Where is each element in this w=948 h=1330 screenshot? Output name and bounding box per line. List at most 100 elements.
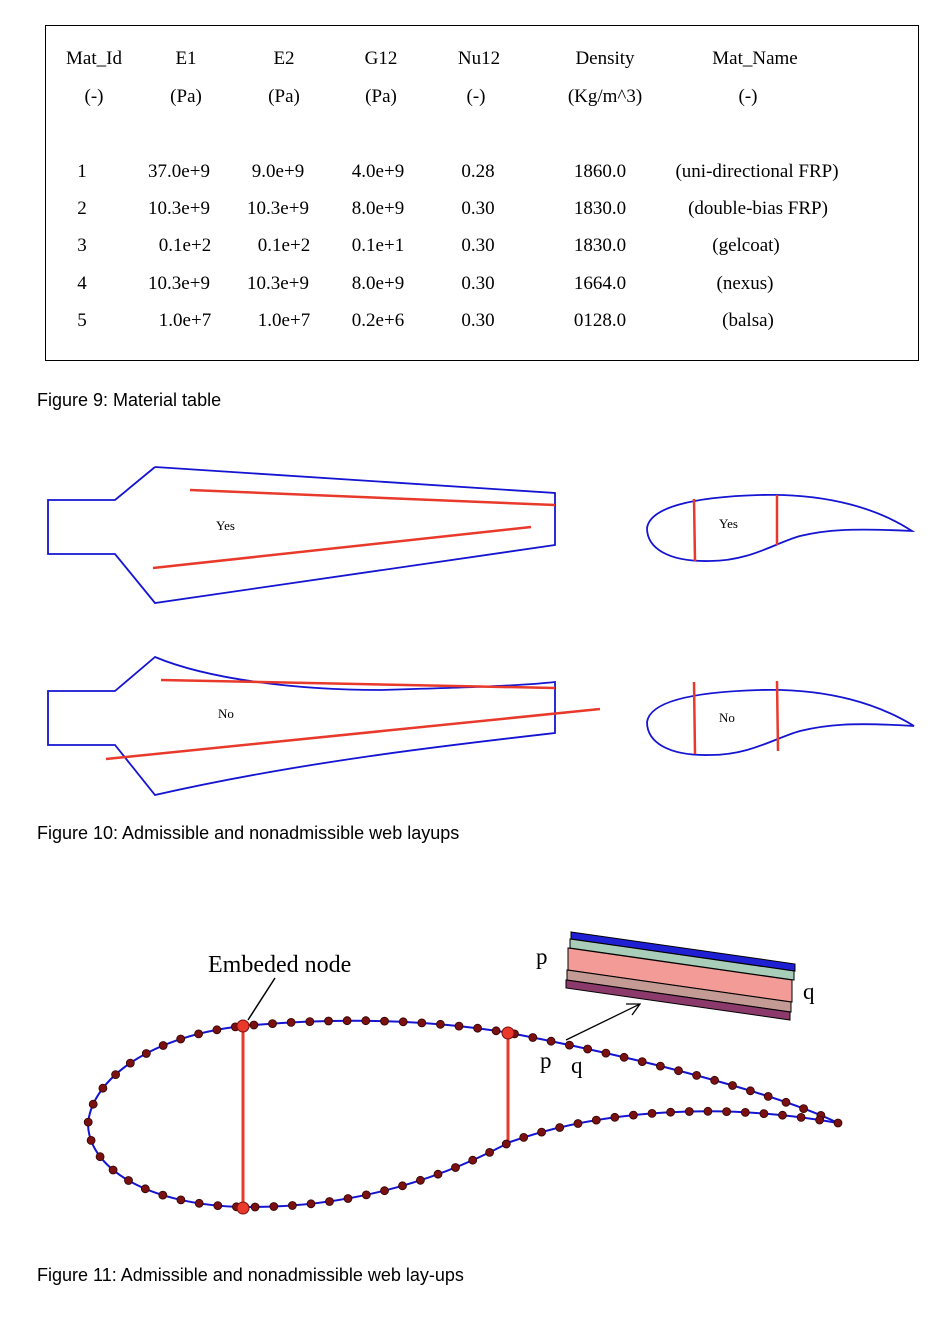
mesh-node — [833, 1118, 843, 1128]
node-layer — [83, 1016, 843, 1212]
mesh-node — [583, 1044, 592, 1054]
mesh-node — [740, 1107, 750, 1117]
label-p-surface: p — [540, 1048, 552, 1073]
unit-g12: (Pa) — [365, 86, 397, 107]
label-no: No — [218, 706, 234, 721]
mesh-node — [722, 1107, 731, 1117]
layer-purple — [565, 979, 791, 1021]
mesh-node — [140, 1184, 150, 1194]
spar-web-line — [105, 707, 601, 761]
row2-nu12: 0.30 — [461, 198, 495, 219]
row4-density: 1664.0 — [573, 273, 627, 294]
mesh-node — [451, 1163, 460, 1172]
mesh-node — [435, 1019, 445, 1029]
row1-id: 1 — [77, 161, 87, 182]
leader-line — [247, 977, 276, 1021]
laminate-stack — [565, 931, 796, 1021]
row3-density: 1830.0 — [573, 235, 627, 256]
mesh-node — [158, 1190, 168, 1200]
row1-name: (uni-directional FRP) — [675, 161, 839, 182]
mesh-node — [250, 1202, 260, 1212]
header-mat-id: Mat_Id — [66, 48, 122, 69]
label-q-stack: q — [803, 979, 815, 1004]
header-nu12: Nu12 — [457, 48, 501, 69]
row3-name: (gelcoat) — [712, 235, 780, 256]
mesh-node — [629, 1110, 638, 1120]
airfoil-yes: Yes — [646, 493, 916, 562]
mesh-node — [98, 1083, 108, 1093]
row4-e1: 10.3e+9 — [148, 273, 210, 294]
unit-mat-id: (-) — [84, 86, 104, 107]
row5-e2: 1.0e+7 — [257, 310, 311, 331]
label-no: No — [719, 710, 735, 725]
mesh-node — [125, 1058, 135, 1068]
mesh-node — [815, 1115, 824, 1125]
mesh-node — [343, 1194, 353, 1203]
row4-nu12: 0.30 — [461, 273, 495, 294]
embedded-node-label: Embeded node — [208, 952, 351, 978]
mesh-node — [710, 1075, 719, 1085]
embedded-node — [501, 1026, 515, 1040]
web-line — [692, 681, 697, 755]
mesh-node — [141, 1049, 151, 1058]
mesh-node — [573, 1119, 583, 1128]
row3-g12: 0.1e+1 — [351, 235, 405, 256]
airfoil-outline — [646, 493, 916, 562]
unit-nu12: (-) — [466, 86, 486, 107]
mesh-node — [528, 1033, 538, 1042]
row5-density: 0128.0 — [573, 310, 627, 331]
label-q-surface: q — [571, 1053, 583, 1078]
mesh-node — [666, 1107, 675, 1117]
mesh-node — [286, 1018, 296, 1027]
mesh-node — [485, 1147, 495, 1157]
mesh-node — [692, 1070, 701, 1080]
row5-id: 5 — [77, 310, 87, 331]
label-p-stack: p — [536, 944, 548, 969]
row2-g12: 8.0e+9 — [351, 198, 405, 219]
mesh-node — [546, 1036, 556, 1046]
web-line — [775, 680, 780, 752]
row2-name: (double-bias FRP) — [688, 198, 828, 219]
row1-g12: 4.0e+9 — [351, 161, 405, 182]
mesh-node — [398, 1017, 408, 1027]
layer-pink — [567, 947, 793, 1003]
mesh-node — [124, 1176, 133, 1185]
spar-web-line — [189, 488, 556, 507]
arrow-line — [565, 1003, 641, 1041]
embedded-node — [236, 1019, 250, 1033]
mesh-node — [380, 1016, 389, 1026]
mesh-node — [656, 1061, 665, 1071]
web-line — [692, 498, 697, 562]
mesh-node — [778, 1110, 787, 1120]
unit-mat-name: (-) — [738, 86, 758, 107]
mesh-node — [158, 1041, 168, 1050]
row2-density: 1830.0 — [573, 198, 627, 219]
mesh-node — [176, 1034, 186, 1044]
mesh-node — [433, 1169, 443, 1179]
mesh-node — [610, 1112, 620, 1122]
layer-mauve — [566, 969, 792, 1013]
mesh-node — [468, 1155, 478, 1165]
mesh-node — [796, 1112, 806, 1122]
mesh-node — [398, 1181, 407, 1191]
row1-e1: 37.0e+9 — [148, 161, 210, 182]
row4-name: (nexus) — [716, 273, 774, 294]
mesh-node — [212, 1025, 222, 1035]
mesh-node — [491, 1026, 501, 1036]
mesh-node — [342, 1016, 352, 1026]
row2-id: 2 — [77, 198, 87, 219]
mesh-node — [108, 1165, 118, 1175]
figure10-diagram: Yes Yes No No — [47, 466, 916, 797]
mesh-node — [759, 1109, 769, 1119]
row3-e1: 0.1e+2 — [158, 235, 212, 256]
blade-planform-yes: Yes — [47, 466, 556, 604]
mesh-node — [647, 1108, 657, 1118]
row5-nu12: 0.30 — [461, 310, 495, 331]
mesh-node — [537, 1127, 546, 1137]
mesh-node — [473, 1023, 483, 1033]
mesh-node — [799, 1104, 808, 1114]
airfoil-no: No — [646, 680, 915, 756]
mesh-node — [380, 1186, 389, 1196]
blade-outline — [47, 466, 556, 604]
unit-density: (Kg/m^3) — [567, 86, 643, 107]
